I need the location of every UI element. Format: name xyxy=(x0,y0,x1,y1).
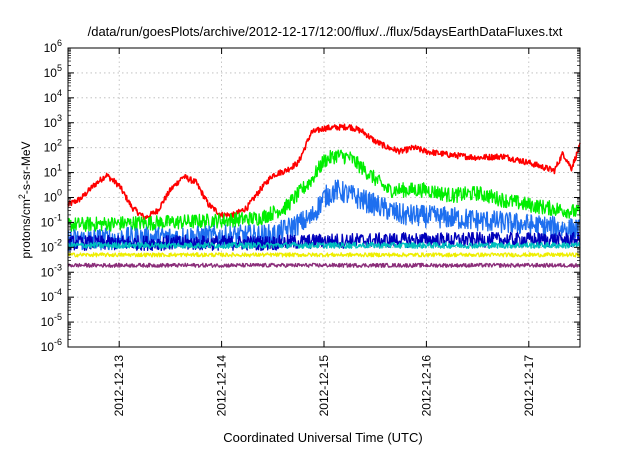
y-tick-label-exponent: 1 xyxy=(57,163,62,173)
y-tick-label: 10-5 xyxy=(41,312,62,329)
y-tick-label-exponent: -5 xyxy=(54,312,62,322)
y-tick-label-exponent: 4 xyxy=(57,88,62,98)
y-axis-label-sup: 2 xyxy=(17,194,27,199)
y-tick-label-base: 10 xyxy=(44,141,58,155)
y-axis-label-base: protons/cm xyxy=(19,199,33,258)
y-tick-label-base: 10 xyxy=(41,240,55,254)
y-tick-label: 10-1 xyxy=(41,212,62,229)
x-tick-label: 2012-12-14 xyxy=(215,355,229,417)
y-tick-label-exponent: -6 xyxy=(54,337,62,347)
series-line xyxy=(67,241,581,249)
y-axis-ticks: 10-610-510-410-310-210-11001011021031041… xyxy=(41,38,580,354)
y-tick-label-base: 10 xyxy=(41,315,55,329)
y-tick-label-exponent: 6 xyxy=(57,38,62,48)
x-tick-label: 2012-12-15 xyxy=(317,355,331,417)
y-axis-label: protons/cm2-s-sr-MeV xyxy=(17,141,33,258)
grid xyxy=(68,48,580,347)
x-tick-label: 2012-12-17 xyxy=(522,355,536,417)
y-tick-label: 101 xyxy=(44,163,62,180)
chart-title: /data/run/goesPlots/archive/2012-12-17/1… xyxy=(88,24,563,39)
y-tick-label-exponent: -1 xyxy=(54,212,62,222)
y-tick-label-base: 10 xyxy=(41,265,55,279)
y-tick-label-exponent: -3 xyxy=(54,262,62,272)
y-tick-label-exponent: 3 xyxy=(57,113,62,123)
y-tick-label-exponent: -4 xyxy=(54,287,62,297)
series-group xyxy=(67,123,581,268)
y-tick-label-exponent: 2 xyxy=(57,138,62,148)
y-tick-label: 106 xyxy=(44,38,62,55)
y-tick-label: 10-2 xyxy=(41,237,62,254)
y-tick-label: 105 xyxy=(44,63,62,80)
x-axis-label: Coordinated Universal Time (UTC) xyxy=(223,430,422,445)
y-tick-label: 103 xyxy=(44,113,62,130)
y-tick-label-exponent: -2 xyxy=(54,237,62,247)
y-axis-label-rest: -s-sr-MeV xyxy=(19,141,33,194)
y-tick-label-base: 10 xyxy=(44,66,58,80)
y-tick-label: 10-6 xyxy=(41,337,62,354)
y-tick-label: 10-3 xyxy=(41,262,62,279)
y-tick-label: 100 xyxy=(44,188,62,205)
series-line xyxy=(67,262,581,268)
y-tick-label-base: 10 xyxy=(44,166,58,180)
x-axis-ticks: 2012-12-13 2012-12-14 2012-12-15 2012-12-16… xyxy=(112,48,536,416)
y-tick-label-exponent: 5 xyxy=(57,63,62,73)
y-tick-label-base: 10 xyxy=(44,91,58,105)
y-tick-label: 104 xyxy=(44,88,62,105)
y-tick-label: 10-4 xyxy=(41,287,62,304)
y-tick-label-base: 10 xyxy=(44,116,58,130)
x-tick-label: 2012-12-16 xyxy=(419,355,433,417)
y-tick-label-exponent: 0 xyxy=(57,188,62,198)
series-line xyxy=(67,149,581,233)
y-tick-label-base: 10 xyxy=(41,290,55,304)
y-tick-label-base: 10 xyxy=(44,191,58,205)
y-tick-label-base: 10 xyxy=(44,41,58,55)
x-tick-label: 2012-12-13 xyxy=(112,355,126,417)
series-line xyxy=(67,123,581,221)
y-tick-label: 102 xyxy=(44,138,62,155)
y-tick-label-base: 10 xyxy=(41,215,55,229)
series-line xyxy=(67,252,581,258)
y-tick-label-base: 10 xyxy=(41,340,55,354)
series-line xyxy=(67,231,581,252)
